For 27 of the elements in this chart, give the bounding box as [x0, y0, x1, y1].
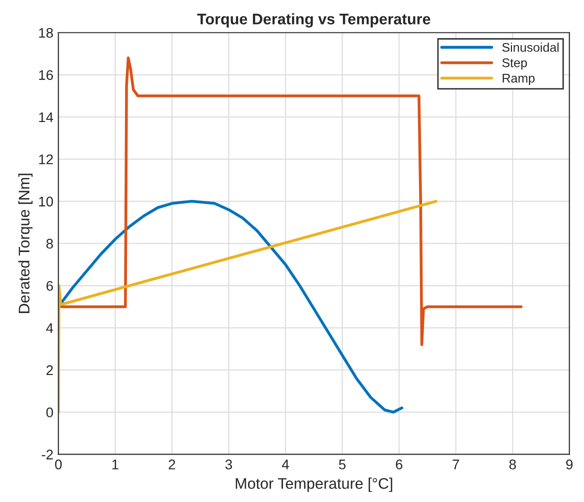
y-tick-label: 12 — [39, 154, 53, 164]
chart-title: Torque Derating vs Temperature — [197, 13, 430, 28]
x-tick-label: 3 — [225, 460, 232, 470]
x-tick-label: 7 — [452, 460, 460, 470]
y-tick-label: 14 — [39, 112, 54, 122]
legend-label: Ramp — [502, 74, 535, 86]
x-tick-label: 0 — [55, 460, 62, 470]
y-tick-label: 10 — [39, 196, 53, 206]
x-axis-title: Motor Temperature [°C] — [236, 478, 392, 492]
y-tick-label: -2 — [42, 450, 53, 460]
x-tick-label: 6 — [396, 460, 402, 470]
x-tick-label: 1 — [112, 460, 118, 470]
x-tick-label: 9 — [566, 460, 573, 470]
x-tick-label: 8 — [509, 460, 516, 470]
y-tick-label: 18 — [39, 28, 53, 38]
legend-label: Step — [502, 58, 527, 70]
legend-label: Sinusoidal — [502, 42, 559, 52]
x-tick-label: 5 — [338, 460, 346, 470]
y-tick-label: 2 — [46, 365, 53, 376]
y-tick-label: 6 — [46, 280, 53, 291]
x-tick-label: 4 — [282, 460, 289, 470]
y-tick-label: 16 — [39, 70, 53, 80]
y-tick-label: 8 — [46, 238, 53, 249]
y-tick-label: 4 — [46, 323, 54, 333]
x-tick-label: 2 — [168, 460, 176, 470]
y-tick-label: 0 — [46, 407, 53, 418]
y-axis-title: Derated Torque [Nm] — [18, 174, 33, 313]
